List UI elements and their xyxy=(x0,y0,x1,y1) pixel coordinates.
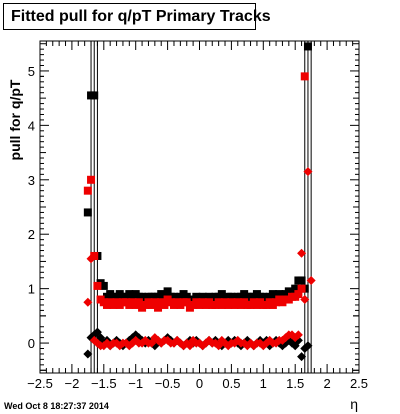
data-point-diamond-3 xyxy=(297,248,307,258)
data-point-square-1 xyxy=(182,298,191,307)
y-tick-label: 5 xyxy=(28,64,35,79)
y-tick-label: 4 xyxy=(28,118,35,133)
x-tick-label: −0.5 xyxy=(155,376,181,391)
y-tick-label: 2 xyxy=(28,227,35,242)
chart-title: Fitted pull for q/pT Primary Tracks xyxy=(3,3,271,30)
data-point-square-1 xyxy=(87,175,96,184)
data-point-square-1 xyxy=(83,186,92,195)
data-point-diamond-3 xyxy=(121,338,131,348)
data-point-diamond-3 xyxy=(293,330,303,340)
y-axis-label-box: pull for q/pT xyxy=(3,40,27,200)
data-point-diamond-2 xyxy=(297,352,307,362)
data-point-diamond-3 xyxy=(249,341,259,351)
data-point-square-0 xyxy=(303,42,312,51)
data-point-diamond-3 xyxy=(303,167,313,177)
x-axis-label: η xyxy=(350,396,358,412)
data-point-square-1 xyxy=(134,298,143,307)
data-point-diamond-3 xyxy=(300,295,310,305)
data-point-diamond-2 xyxy=(303,341,313,351)
data-point-square-0 xyxy=(83,208,92,217)
data-point-diamond-3 xyxy=(306,275,316,285)
x-tick-label: 0.5 xyxy=(222,376,240,391)
x-tick-label: 1 xyxy=(260,376,267,391)
data-point-square-0 xyxy=(99,281,108,290)
data-point-square-0 xyxy=(291,284,300,293)
y-tick-label: 3 xyxy=(28,173,35,188)
y-tick-label: 1 xyxy=(28,282,35,297)
data-point-diamond-2 xyxy=(83,349,93,359)
x-tick-label: −2 xyxy=(64,376,79,391)
y-axis-label: pull for q/pT xyxy=(7,79,23,161)
data-point-square-1 xyxy=(300,72,309,81)
data-point-diamond-3 xyxy=(86,254,96,264)
data-point-square-0 xyxy=(90,91,99,100)
data-point-square-1 xyxy=(93,281,102,290)
y-tick-label: 0 xyxy=(28,336,35,351)
data-point-square-1 xyxy=(90,251,99,260)
data-point-square-0 xyxy=(163,287,172,296)
x-tick-label: −1 xyxy=(128,376,143,391)
x-tick-label: 2.5 xyxy=(350,376,368,391)
data-point-square-0 xyxy=(297,276,306,285)
x-tick-label: 1.5 xyxy=(286,376,304,391)
data-point-square-1 xyxy=(154,303,163,312)
datestamp: Wed Oct 8 18:27:37 2014 xyxy=(4,401,109,411)
data-point-diamond-3 xyxy=(83,297,93,307)
x-tick-label: −1.5 xyxy=(91,376,117,391)
data-point-square-0 xyxy=(217,290,226,299)
x-tick-label: −2.5 xyxy=(27,376,53,391)
data-point-square-1 xyxy=(150,298,159,307)
x-tick-label: 0 xyxy=(196,376,203,391)
x-tick-label: 2 xyxy=(323,376,330,391)
data-point-square-1 xyxy=(160,300,169,309)
data-point-square-1 xyxy=(297,284,306,293)
data-point-square-1 xyxy=(294,290,303,299)
